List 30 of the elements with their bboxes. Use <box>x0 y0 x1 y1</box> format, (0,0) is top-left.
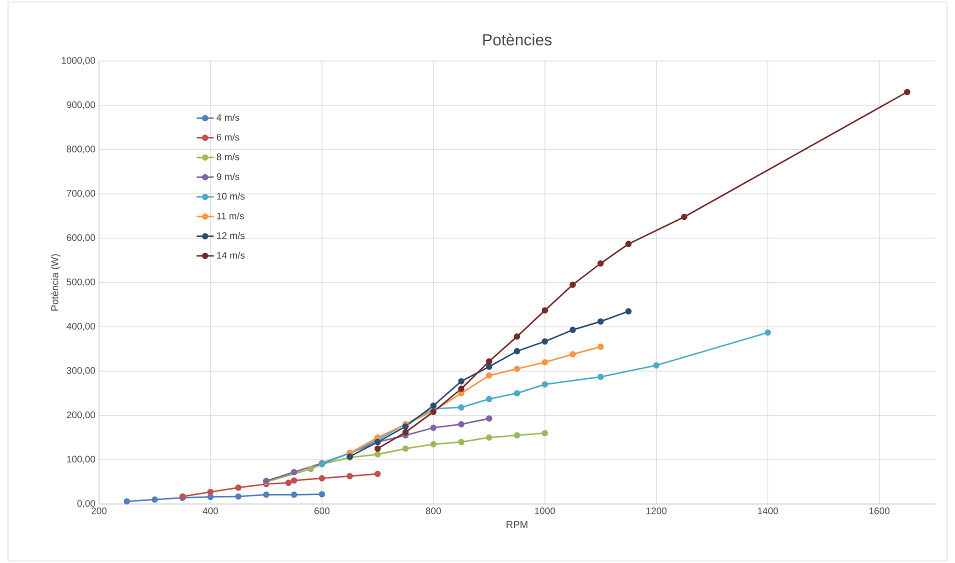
y-tick-label: 400,00 <box>66 322 96 331</box>
legend-label: 9 m/s <box>216 172 240 180</box>
x-tick-label: 1400 <box>758 508 778 514</box>
x-tick-label: 1000 <box>535 508 556 514</box>
y-tick-label: 900,00 <box>66 101 96 110</box>
y-tick-label: 700,00 <box>66 190 96 198</box>
y-tick-label: 1000,00 <box>62 57 96 65</box>
x-tick-label: 600 <box>314 508 330 514</box>
y-tick-label: 0,00 <box>77 500 96 508</box>
legend-label: 4 m/s <box>216 114 240 121</box>
legend-label: 8 m/s <box>216 153 240 160</box>
legend-label: 14 m/s <box>217 252 245 259</box>
y-tick-label: 200,00 <box>66 411 96 420</box>
x-tick-label: 1600 <box>869 508 890 514</box>
x-axis-title: RPM <box>506 521 528 528</box>
legend-label: 6 m/s <box>216 134 240 141</box>
legend-label: 10 m/s <box>217 192 245 200</box>
y-tick-label: 600,00 <box>66 234 96 242</box>
x-tick-label: 800 <box>426 508 441 514</box>
x-tick-label: 200 <box>92 508 107 514</box>
y-tick-label: 500,00 <box>66 278 96 286</box>
y-tick-label: 800,00 <box>66 146 96 154</box>
x-tick-label: 400 <box>202 508 218 514</box>
y-tick-label: 100,00 <box>67 456 96 464</box>
legend-label: 12 m/s <box>217 232 245 240</box>
legend-label: 11 m/s <box>217 212 244 220</box>
y-axis-title: Potència (W) <box>50 254 60 311</box>
y-tick-label: 300,00 <box>66 367 96 376</box>
chart-title: Potències <box>483 34 552 46</box>
x-tick-label: 1200 <box>646 508 667 514</box>
